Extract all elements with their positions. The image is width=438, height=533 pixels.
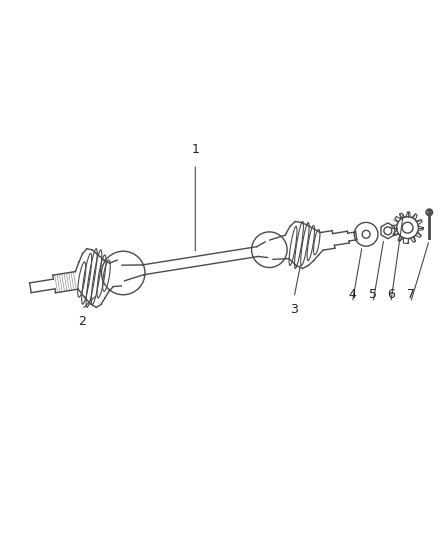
Text: 2: 2 bbox=[78, 315, 86, 328]
Text: 1: 1 bbox=[191, 143, 199, 156]
Text: 6: 6 bbox=[387, 288, 395, 301]
Text: 5: 5 bbox=[369, 288, 377, 301]
Text: 4: 4 bbox=[348, 288, 356, 301]
Text: 7: 7 bbox=[406, 288, 414, 301]
Text: 3: 3 bbox=[290, 303, 298, 316]
